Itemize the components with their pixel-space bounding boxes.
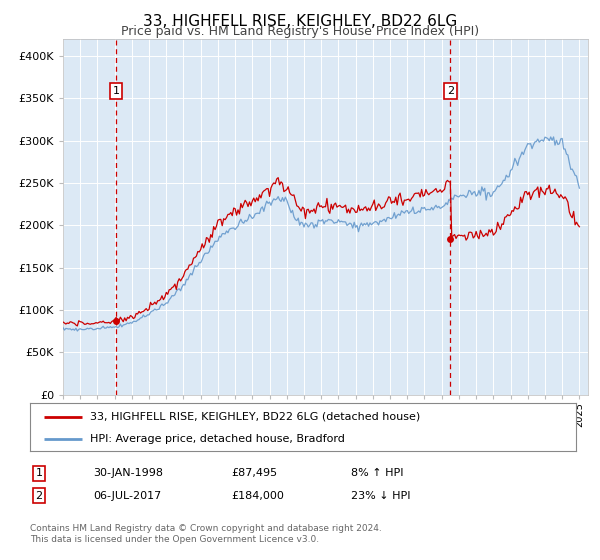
Text: £87,495: £87,495	[231, 468, 277, 478]
Text: 1: 1	[113, 86, 119, 96]
Text: £184,000: £184,000	[231, 491, 284, 501]
Text: Contains HM Land Registry data © Crown copyright and database right 2024.
This d: Contains HM Land Registry data © Crown c…	[30, 524, 382, 544]
Text: 33, HIGHFELL RISE, KEIGHLEY, BD22 6LG: 33, HIGHFELL RISE, KEIGHLEY, BD22 6LG	[143, 14, 457, 29]
Text: 1: 1	[35, 468, 43, 478]
Text: 2: 2	[35, 491, 43, 501]
Text: 23% ↓ HPI: 23% ↓ HPI	[351, 491, 410, 501]
Text: 06-JUL-2017: 06-JUL-2017	[93, 491, 161, 501]
Text: 2: 2	[447, 86, 454, 96]
Text: 8% ↑ HPI: 8% ↑ HPI	[351, 468, 404, 478]
Text: Price paid vs. HM Land Registry's House Price Index (HPI): Price paid vs. HM Land Registry's House …	[121, 25, 479, 38]
Text: 30-JAN-1998: 30-JAN-1998	[93, 468, 163, 478]
Text: HPI: Average price, detached house, Bradford: HPI: Average price, detached house, Brad…	[90, 434, 345, 444]
Text: 33, HIGHFELL RISE, KEIGHLEY, BD22 6LG (detached house): 33, HIGHFELL RISE, KEIGHLEY, BD22 6LG (d…	[90, 412, 421, 422]
